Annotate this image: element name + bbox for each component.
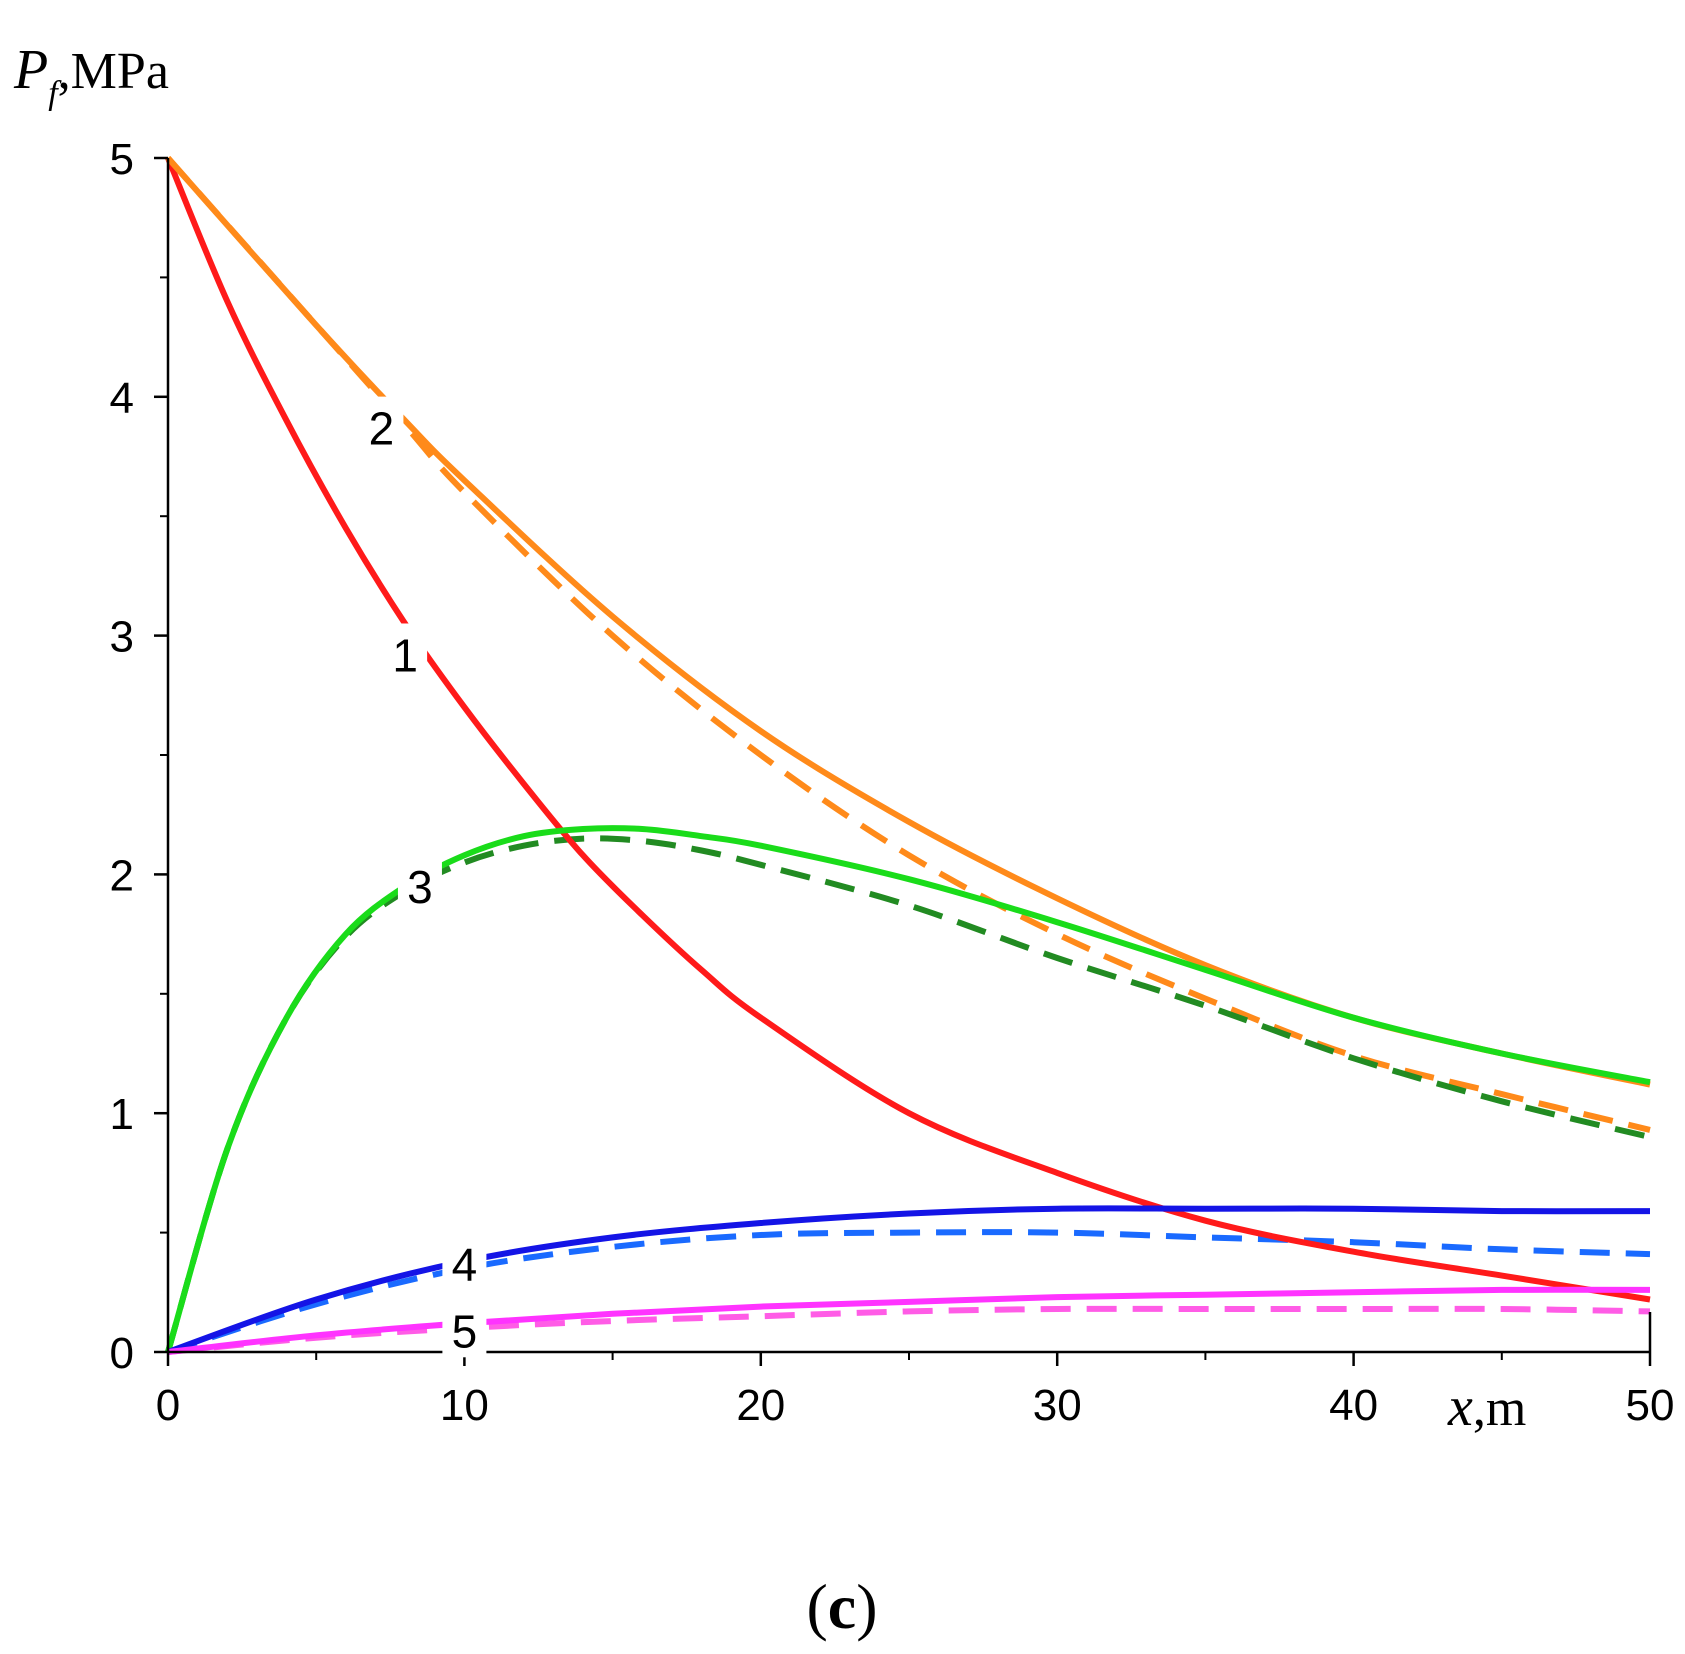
y-axis-title: Pf,MPa (13, 39, 169, 112)
y-axis-symbol: P (13, 39, 48, 101)
y-tick-label: 5 (110, 135, 134, 184)
curve-label-4: 4 (452, 1238, 478, 1290)
x-tick-label: 50 (1626, 1381, 1675, 1430)
curve-label-1: 1 (392, 629, 418, 681)
x-axis-title: x,m (1447, 1376, 1526, 1438)
curve-label-bg (442, 1299, 487, 1358)
y-tick-label: 2 (110, 851, 134, 900)
y-tick-label: 0 (110, 1329, 134, 1378)
curve-label-bg (359, 396, 404, 455)
y-tick-label: 3 (110, 613, 134, 662)
x-axis-unit: ,m (1473, 1380, 1526, 1437)
caption-close-paren: ) (856, 1571, 877, 1642)
x-tick-label: 0 (156, 1381, 180, 1430)
curve-label-3: 3 (407, 861, 433, 913)
curve-labels: 2 1 3 4 5 (359, 396, 487, 1358)
series-line-2 (165, 156, 1651, 1088)
x-tick-label: 10 (440, 1381, 489, 1430)
x-axis-symbol: x (1447, 1376, 1473, 1438)
series-line-3-dashed (165, 835, 1651, 1353)
curve-label-5: 5 (452, 1305, 478, 1357)
x-tick-label: 20 (736, 1381, 785, 1430)
x-tick-label: 40 (1329, 1381, 1378, 1430)
series-line-5-dashed (167, 1305, 1651, 1355)
axes (166, 158, 1652, 1354)
series-line-1 (165, 156, 1651, 1303)
caption-letter: c (828, 1571, 856, 1642)
figure-caption: (c) (806, 1571, 877, 1642)
series-line-4-dashed (167, 1229, 1651, 1355)
x-tick-label: 30 (1033, 1381, 1082, 1430)
series-line-5 (167, 1286, 1651, 1355)
curve-label-2: 2 (369, 403, 395, 455)
y-tick-label: 1 (110, 1090, 134, 1139)
series-line-4 (166, 1205, 1651, 1355)
y-tick-label: 4 (110, 374, 134, 423)
caption-open-paren: ( (806, 1571, 827, 1642)
curve-label-bg (442, 1232, 487, 1291)
curve-label-bg (383, 623, 428, 682)
series-line-3 (165, 825, 1651, 1353)
curve-label-bg (397, 855, 442, 914)
series-group (165, 156, 1651, 1355)
y-axis-unit: ,MPa (58, 43, 169, 100)
